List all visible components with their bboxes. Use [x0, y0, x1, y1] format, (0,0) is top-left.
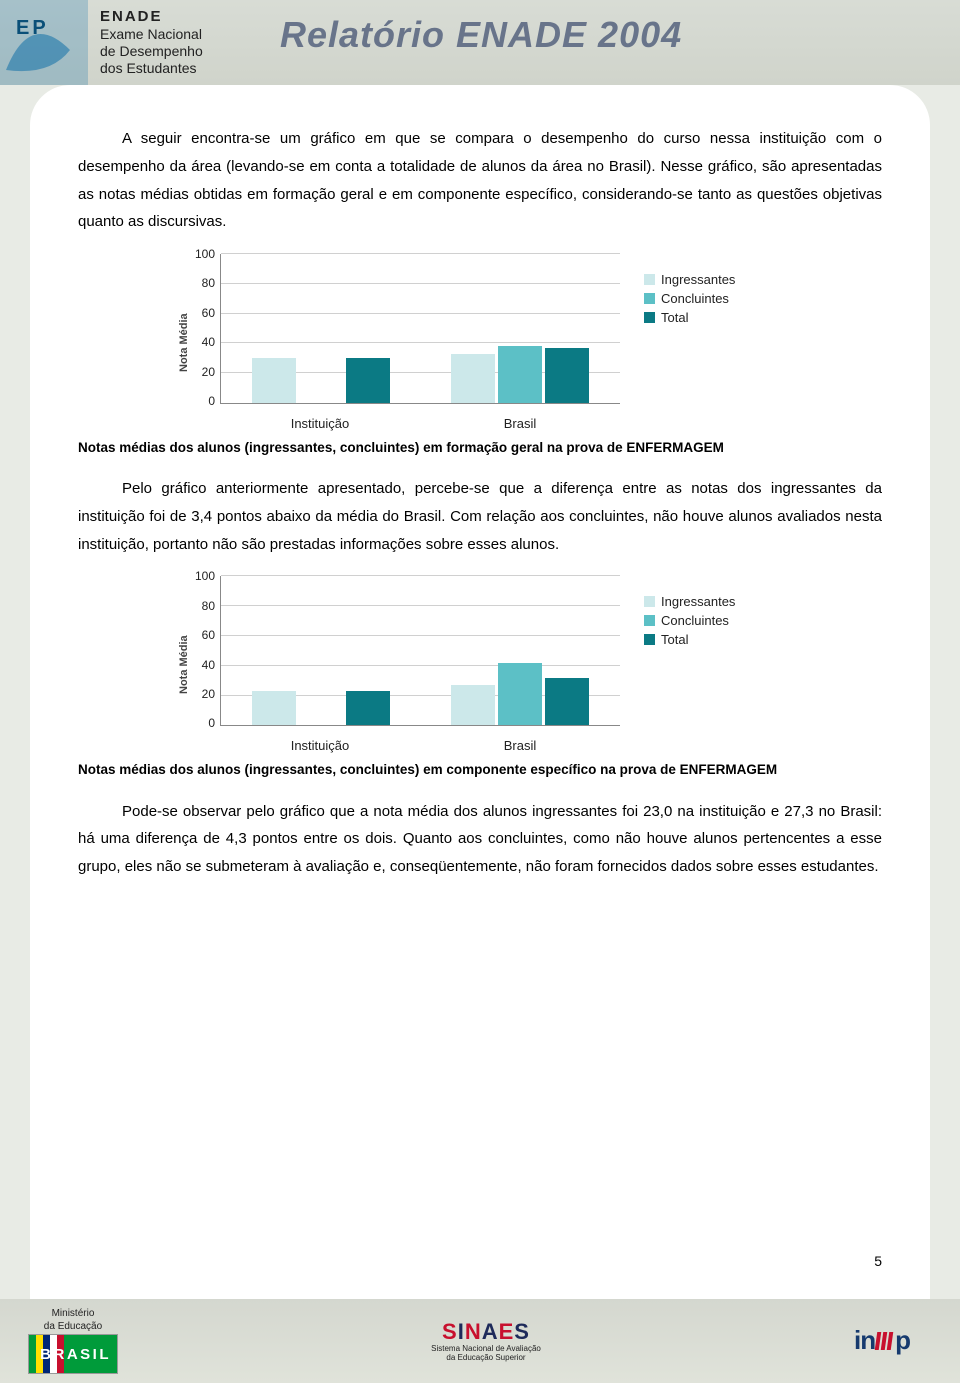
bar — [451, 354, 495, 403]
bar — [346, 691, 390, 725]
paragraph-2: Pelo gráfico anteriormente apresentado, … — [78, 475, 882, 558]
bar — [252, 691, 296, 725]
bar — [451, 685, 495, 725]
xtick: Brasil — [420, 416, 620, 431]
legend-label: Concluintes — [661, 291, 729, 306]
chart-2-ylabel: Nota Média — [175, 595, 190, 735]
brasil-logo: BRASIL — [28, 1334, 118, 1374]
footer-ministry-block: Ministério da Educação BRASIL — [28, 1308, 118, 1374]
bar — [545, 348, 589, 403]
header-subtitle-block: ENADE Exame Nacional de Desempenho dos E… — [100, 8, 203, 76]
legend-item: Total — [644, 310, 735, 325]
footer-sinaes-block: SINAES Sistema Nacional de Avaliação da … — [431, 1319, 541, 1363]
chart-2-caption: Notas médias dos alunos (ingressantes, c… — [78, 761, 882, 779]
xtick: Instituição — [220, 416, 420, 431]
legend-label: Ingressantes — [661, 594, 735, 609]
sinaes-sub2: da Educação Superior — [431, 1354, 541, 1363]
legend-item: Total — [644, 632, 735, 647]
header-sub3: dos Estudantes — [100, 60, 203, 77]
svg-text:EP: EP — [16, 17, 49, 39]
bar — [498, 663, 542, 726]
page-header: EP ENADE Exame Nacional de Desempenho do… — [0, 0, 960, 85]
ytick: 40 — [190, 658, 215, 672]
xtick: Instituição — [220, 738, 420, 753]
chart-2-legend: Ingressantes Concluintes Total — [644, 594, 735, 651]
chart-1-plot — [220, 254, 620, 404]
legend-item: Ingressantes — [644, 594, 735, 609]
ytick: 0 — [190, 394, 215, 408]
ytick: 100 — [190, 569, 215, 583]
legend-item: Concluintes — [644, 291, 735, 306]
chart-1-xticks: Instituição Brasil — [220, 416, 620, 431]
inep-logo: inp — [854, 1325, 910, 1358]
footer-ministerio: Ministério — [52, 1308, 95, 1319]
ytick: 20 — [190, 687, 215, 701]
bar — [252, 358, 296, 403]
footer-da-educacao: da Educação — [44, 1321, 102, 1332]
paragraph-3: Pode-se observar pelo gráfico que a nota… — [78, 798, 882, 881]
ytick: 80 — [190, 599, 215, 613]
legend-label: Concluintes — [661, 613, 729, 628]
page-footer: Ministério da Educação BRASIL SINAES Sis… — [0, 1299, 960, 1383]
ytick: 60 — [190, 306, 215, 320]
bar — [498, 346, 542, 403]
sinaes-logo: SINAES — [431, 1319, 541, 1345]
header-sub1: Exame Nacional — [100, 26, 203, 43]
report-title: Relatório ENADE 2004 — [280, 14, 682, 56]
chart-2-xticks: Instituição Brasil — [220, 738, 620, 753]
chart-1-caption: Notas médias dos alunos (ingressantes, c… — [78, 439, 882, 457]
ytick: 0 — [190, 716, 215, 730]
legend-label: Total — [661, 632, 688, 647]
chart-1-ylabel: Nota Média — [175, 273, 190, 413]
xtick: Brasil — [420, 738, 620, 753]
header-enade: ENADE — [100, 8, 203, 26]
chart-1: Nota Média 0 20 40 60 80 100 Instituição… — [175, 254, 785, 431]
ytick: 100 — [190, 247, 215, 261]
paragraph-1: A seguir encontra-se um gráfico em que s… — [78, 125, 882, 236]
chart-2: Nota Média 0 20 40 60 80 100 Instituição… — [175, 576, 785, 753]
legend-label: Total — [661, 310, 688, 325]
ytick: 40 — [190, 335, 215, 349]
bar — [545, 678, 589, 726]
ytick: 60 — [190, 628, 215, 642]
brasil-text: BRASIL — [40, 1346, 111, 1363]
chart-1-yticks: 0 20 40 60 80 100 — [190, 247, 220, 408]
chart-2-yticks: 0 20 40 60 80 100 — [190, 569, 220, 730]
legend-label: Ingressantes — [661, 272, 735, 287]
legend-item: Ingressantes — [644, 272, 735, 287]
enade-logo: EP — [0, 0, 88, 85]
ytick: 80 — [190, 276, 215, 290]
ytick: 20 — [190, 365, 215, 379]
bar — [346, 358, 390, 403]
chart-1-legend: Ingressantes Concluintes Total — [644, 272, 735, 329]
chart-2-plot — [220, 576, 620, 726]
header-sub2: de Desempenho — [100, 43, 203, 60]
legend-item: Concluintes — [644, 613, 735, 628]
page-number: 5 — [874, 1253, 882, 1269]
page-body: A seguir encontra-se um gráfico em que s… — [30, 85, 930, 1299]
